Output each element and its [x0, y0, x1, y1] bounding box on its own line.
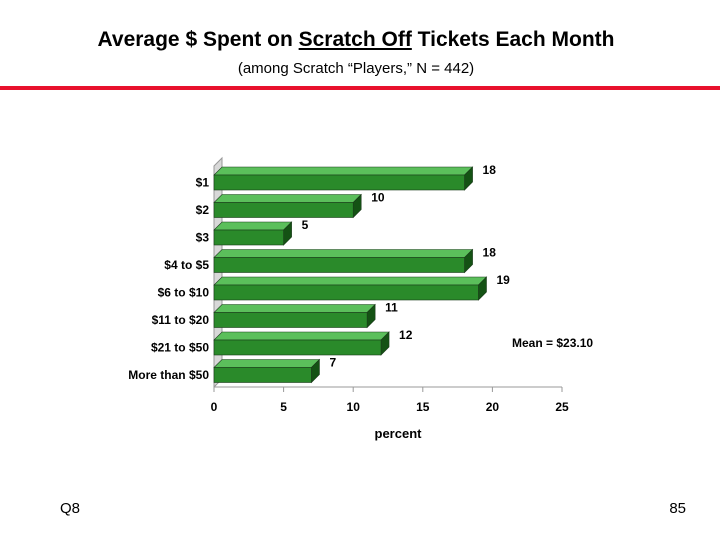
- category-label: More than $50: [128, 368, 209, 382]
- value-label: 11: [385, 301, 398, 315]
- category-label: $21 to $50: [151, 341, 209, 355]
- accent-rule: [0, 86, 720, 90]
- question-code: Q8: [60, 500, 81, 517]
- category-label: $4 to $5: [164, 258, 209, 272]
- bar: [213, 202, 354, 218]
- bar: [213, 229, 284, 246]
- page-number: 85: [669, 500, 686, 517]
- bar: [213, 312, 368, 328]
- value-label: 19: [496, 273, 510, 287]
- value-label: 18: [483, 246, 497, 260]
- x-tick-label: 20: [486, 400, 500, 414]
- x-tick-label: 5: [280, 400, 287, 414]
- bar-top-face: [213, 359, 321, 368]
- bar-top-face: [213, 276, 488, 286]
- bar-top-face: [213, 194, 362, 203]
- bar: [213, 367, 312, 383]
- x-tick-label: 15: [416, 400, 430, 414]
- bar: [213, 339, 382, 356]
- category-label: $1: [196, 176, 210, 190]
- value-label: 7: [329, 356, 336, 370]
- bar-top-face: [213, 331, 390, 341]
- title-underlined: Scratch Off: [298, 28, 412, 51]
- bar-top-face: [213, 166, 474, 176]
- mean-annotation: Mean = $23.10: [512, 336, 593, 350]
- category-label: $11 to $20: [152, 313, 210, 327]
- bar-top-face: [213, 249, 474, 258]
- title-part-2: Tickets Each Month: [411, 28, 615, 51]
- title-part-1: Average $ Spent on: [97, 28, 299, 51]
- value-label: 5: [302, 218, 309, 232]
- bar-top-face: [213, 221, 293, 231]
- chart-subtitle: (among Scratch “Players,” N = 442): [237, 60, 475, 77]
- category-label: $2: [196, 203, 210, 217]
- bar: [213, 284, 479, 301]
- category-label: $6 to $10: [158, 286, 210, 300]
- bar: [213, 174, 465, 191]
- category-label: $3: [196, 231, 210, 245]
- x-axis-label: percent: [375, 426, 423, 441]
- x-tick-label: 25: [555, 400, 569, 414]
- bar-top-face: [213, 304, 376, 313]
- value-label: 10: [371, 191, 385, 205]
- bar: [213, 257, 465, 273]
- value-label: 12: [399, 328, 413, 342]
- chart-title: Average $ Spent on Scratch Off Tickets E…: [0, 28, 712, 52]
- x-tick-label: 0: [211, 400, 218, 414]
- x-tick-label: 10: [347, 400, 361, 414]
- value-label: 18: [483, 163, 497, 177]
